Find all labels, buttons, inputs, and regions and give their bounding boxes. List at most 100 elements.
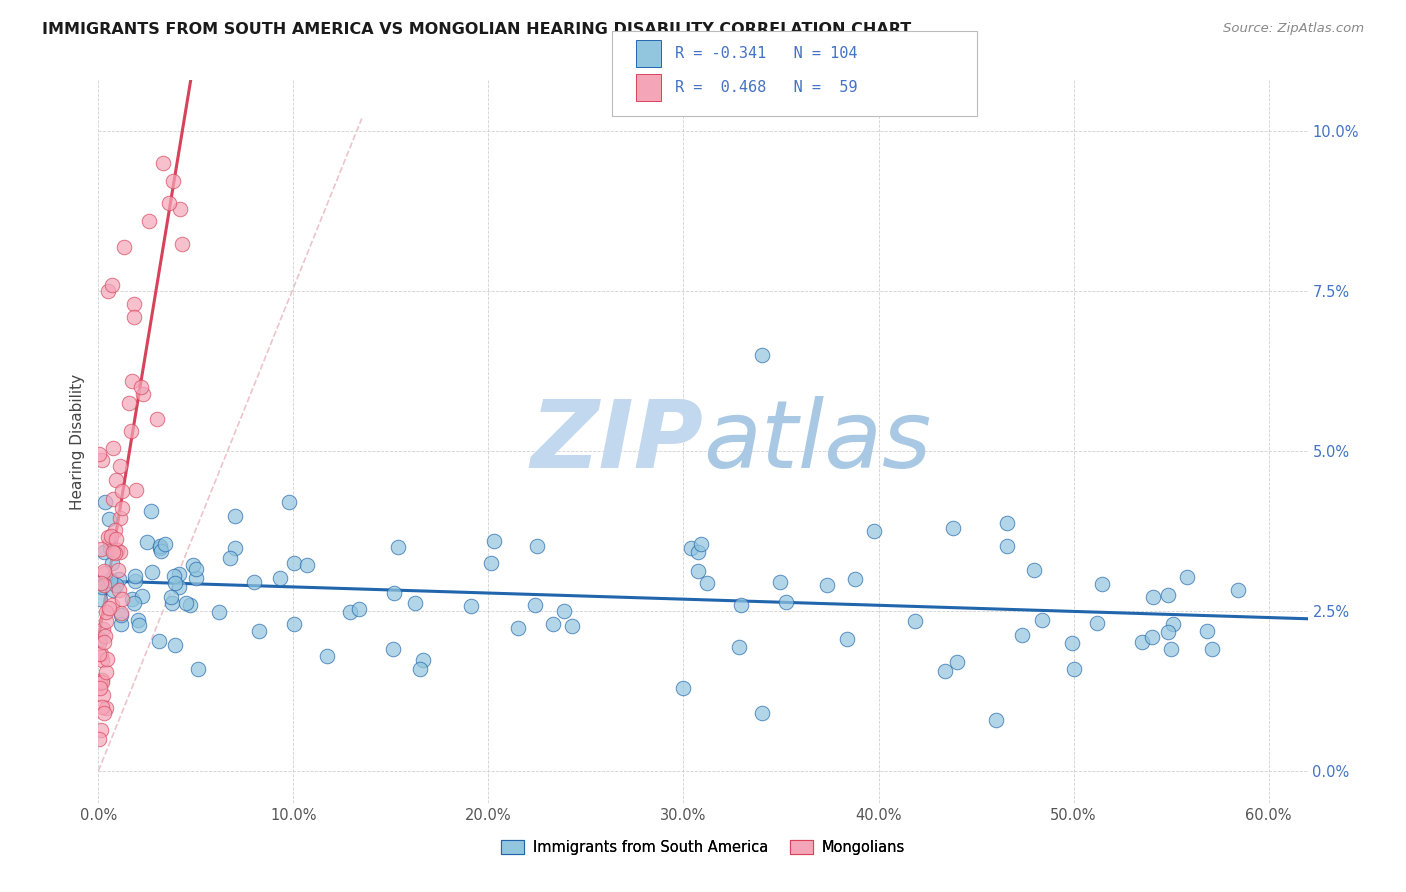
Point	[96, 652, 118, 666]
Point	[108, 582, 131, 597]
Text: ZIP: ZIP	[530, 395, 703, 488]
Text: Source: ZipAtlas.com: Source: ZipAtlas.com	[1223, 22, 1364, 36]
Point	[98, 573, 121, 587]
Point	[208, 605, 231, 619]
Point	[1175, 570, 1198, 584]
Point	[124, 574, 146, 589]
Point	[690, 536, 713, 550]
Point	[93, 564, 115, 578]
Point	[108, 545, 131, 559]
Point	[219, 550, 242, 565]
Text: IMMIGRANTS FROM SOUTH AMERICA VS MONGOLIAN HEARING DISABILITY CORRELATION CHART: IMMIGRANTS FROM SOUTH AMERICA VS MONGOLI…	[42, 22, 911, 37]
Point	[283, 556, 305, 570]
Point	[104, 533, 127, 547]
Point	[89, 676, 111, 690]
Point	[127, 613, 149, 627]
Point	[269, 571, 291, 585]
Point	[124, 569, 146, 583]
Point	[162, 596, 184, 610]
Point	[409, 661, 432, 675]
Point	[149, 543, 172, 558]
Point	[1201, 641, 1223, 656]
Point	[163, 638, 186, 652]
Point	[132, 387, 155, 401]
Point	[149, 539, 172, 553]
Point	[172, 237, 194, 252]
Point	[1091, 577, 1114, 591]
Point	[104, 473, 127, 487]
Point	[89, 576, 111, 591]
Point	[104, 546, 127, 560]
Point	[111, 484, 134, 499]
Point	[174, 596, 197, 610]
Point	[159, 591, 181, 605]
Point	[89, 647, 111, 661]
Point	[91, 652, 114, 666]
Point	[90, 576, 112, 591]
Point	[105, 542, 128, 557]
Point	[89, 675, 111, 690]
Point	[681, 541, 703, 556]
Point	[1161, 616, 1184, 631]
Point	[934, 664, 956, 678]
Point	[751, 706, 773, 721]
Point	[112, 239, 135, 253]
Point	[118, 396, 141, 410]
Point	[93, 634, 115, 648]
Point	[101, 544, 124, 558]
Point	[110, 608, 132, 623]
Point	[131, 380, 153, 394]
Point	[730, 598, 752, 612]
Point	[727, 640, 749, 654]
Point	[125, 483, 148, 497]
Point	[94, 665, 117, 679]
Point	[169, 202, 191, 216]
Point	[94, 495, 117, 509]
Point	[152, 156, 174, 170]
Point	[93, 545, 115, 559]
Point	[146, 412, 169, 426]
Point	[93, 688, 115, 702]
Point	[111, 501, 134, 516]
Point	[101, 556, 124, 570]
Point	[1160, 642, 1182, 657]
Point	[120, 424, 142, 438]
Point	[844, 573, 866, 587]
Point	[100, 529, 122, 543]
Point	[387, 540, 409, 554]
Point	[297, 558, 319, 572]
Point	[122, 297, 145, 311]
Point	[163, 575, 186, 590]
Point	[162, 174, 184, 188]
Point	[506, 621, 529, 635]
Point	[157, 195, 180, 210]
Point	[553, 604, 575, 618]
Point	[524, 598, 547, 612]
Point	[89, 636, 111, 650]
Point	[101, 492, 124, 507]
Point	[184, 571, 207, 585]
Point	[97, 530, 120, 544]
Point	[101, 582, 124, 597]
Point	[91, 699, 114, 714]
Point	[104, 578, 127, 592]
Point	[89, 592, 111, 607]
Point	[94, 605, 117, 619]
Text: atlas: atlas	[703, 396, 931, 487]
Point	[1195, 624, 1218, 639]
Point	[90, 723, 112, 738]
Point	[995, 516, 1018, 531]
Point	[97, 285, 120, 299]
Point	[775, 595, 797, 609]
Point	[122, 310, 145, 324]
Point	[90, 647, 112, 661]
Point	[815, 578, 838, 592]
Point	[347, 602, 370, 616]
Point	[107, 563, 129, 577]
Point	[224, 509, 246, 524]
Point	[184, 561, 207, 575]
Point	[90, 452, 112, 467]
Point	[1157, 588, 1180, 602]
Point	[128, 618, 150, 632]
Point	[104, 523, 127, 537]
